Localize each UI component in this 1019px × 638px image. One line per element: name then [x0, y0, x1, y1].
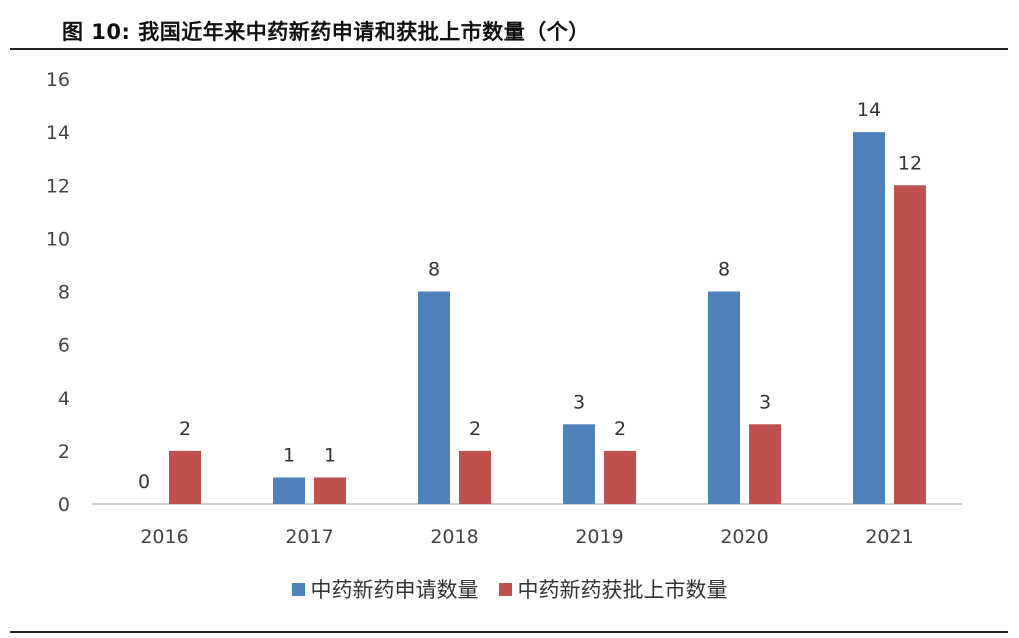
data-label: 3: [759, 391, 771, 413]
y-tick-label: 12: [46, 175, 70, 197]
legend-label-applications: 中药新药申请数量: [310, 578, 479, 602]
bar-applications-2021: [853, 132, 885, 504]
bar-applications-2019: [563, 424, 595, 504]
bar-approvals-2018: [459, 450, 491, 504]
data-label: 1: [283, 444, 295, 466]
title-rule: [10, 48, 1008, 50]
data-label: 2: [179, 418, 191, 440]
y-tick-label: 4: [58, 388, 70, 410]
x-tick-label: 2021: [865, 526, 913, 548]
bar-approvals-2020: [749, 424, 781, 504]
x-tick-label: 2019: [575, 526, 623, 548]
bar-applications-2017: [273, 477, 305, 504]
data-label: 8: [428, 259, 440, 281]
data-label: 12: [898, 152, 922, 174]
data-label: 2: [614, 418, 626, 440]
data-label: 3: [573, 391, 585, 413]
bar-approvals-2021: [894, 185, 926, 504]
y-tick-label: 0: [58, 494, 70, 516]
data-label: 0: [138, 471, 150, 493]
y-tick-label: 16: [46, 69, 70, 91]
legend-label-approvals: 中药新药获批上市数量: [517, 578, 728, 602]
y-tick-label: 6: [58, 335, 70, 357]
bar-approvals-2016: [169, 450, 201, 504]
data-label: 14: [857, 99, 881, 121]
y-tick-label: 2: [58, 441, 70, 463]
data-label: 1: [324, 444, 336, 466]
legend-item-applications: 中药新药申请数量: [291, 574, 479, 604]
data-label: 8: [718, 259, 730, 281]
y-tick-label: 8: [58, 282, 70, 304]
bar-applications-2018: [418, 291, 450, 504]
y-tick-label: 14: [46, 122, 70, 144]
legend-swatch-applications: [291, 582, 305, 596]
legend: 中药新药申请数量 中药新药获批上市数量: [0, 574, 1019, 604]
chart-title: 图 10: 我国近年来中药新药申请和获批上市数量（个）: [62, 20, 590, 44]
x-tick-label: 2018: [430, 526, 478, 548]
bar-applications-2020: [708, 291, 740, 504]
x-tick-label: 2016: [140, 526, 188, 548]
x-tick-label: 2020: [720, 526, 768, 548]
y-tick-label: 10: [46, 228, 70, 250]
data-label: 2: [469, 418, 481, 440]
bar-approvals-2019: [604, 450, 636, 504]
bottom-rule: [10, 631, 1008, 633]
legend-swatch-approvals: [498, 582, 512, 596]
bar-approvals-2017: [314, 477, 346, 504]
x-tick-label: 2017: [285, 526, 333, 548]
legend-item-approvals: 中药新药获批上市数量: [498, 574, 728, 604]
